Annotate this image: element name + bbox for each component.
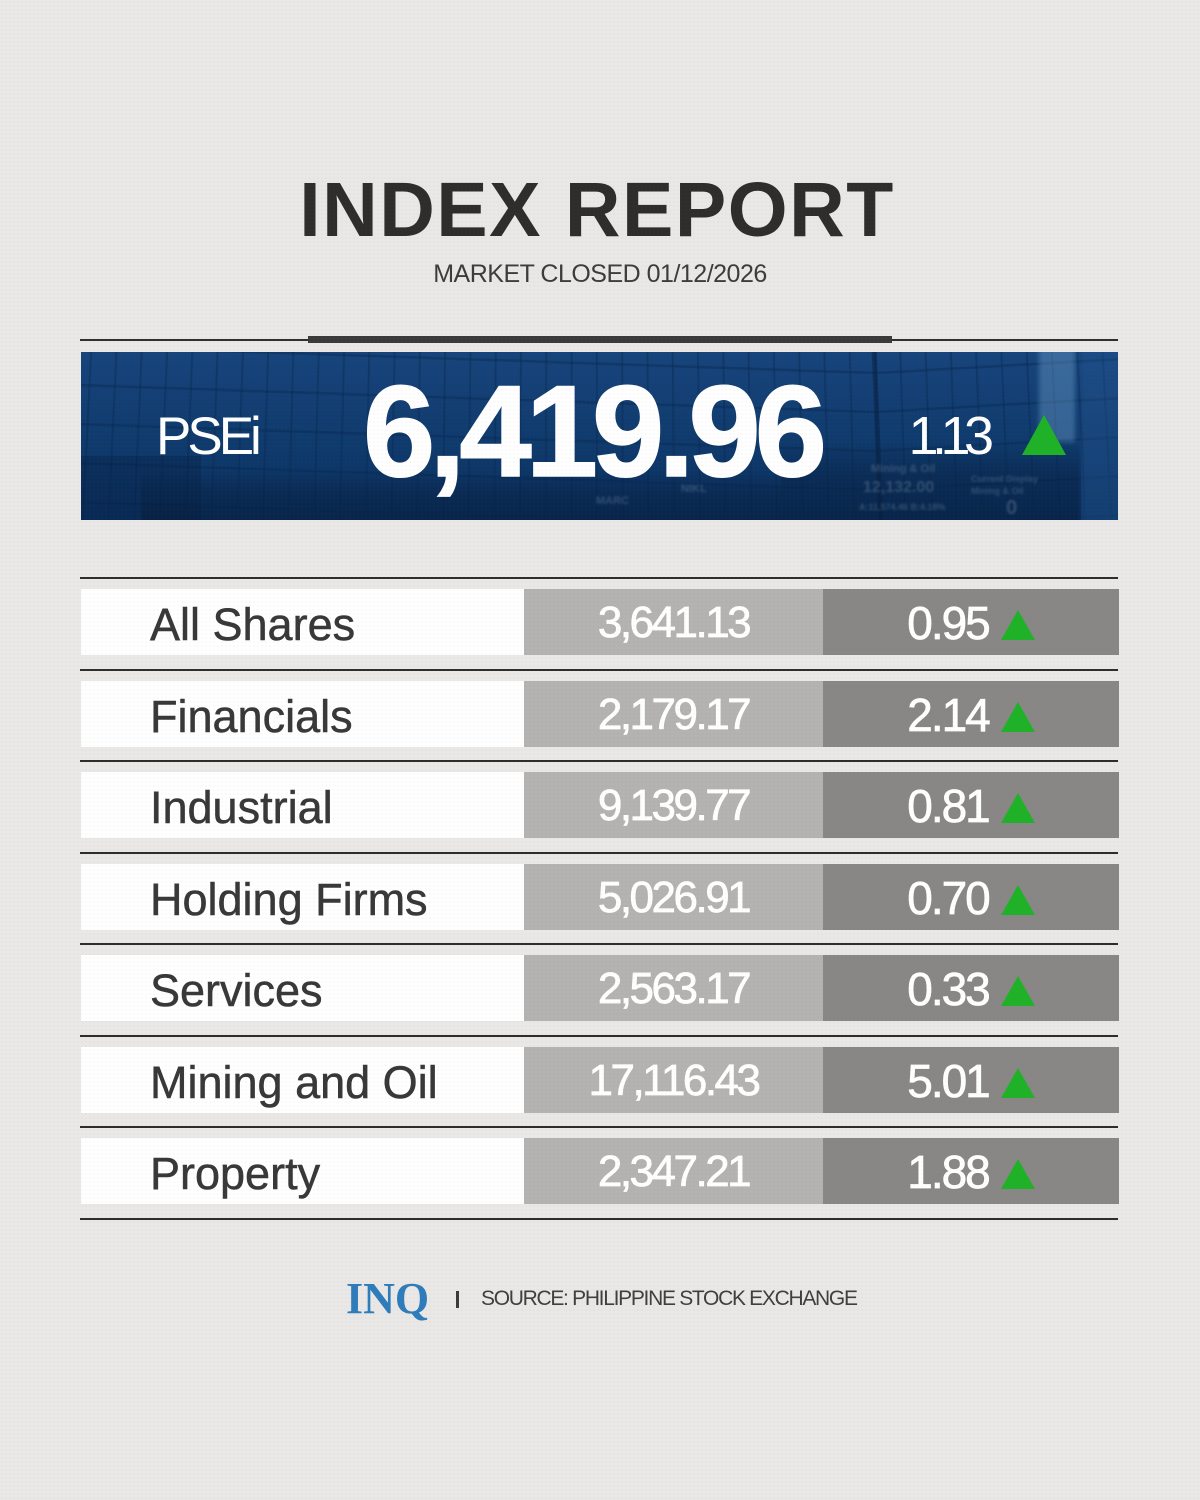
svg-text:Current Display: Current Display [971,474,1038,484]
svg-text:NIKL: NIKL [681,483,707,495]
svg-text:12,132.00: 12,132.00 [863,479,934,496]
svg-text:Mining & Oil: Mining & Oil [971,486,1024,496]
svg-text:Mining & Oil: Mining & Oil [871,463,935,475]
svg-text:0: 0 [1006,497,1017,519]
svg-text:MARC: MARC [596,495,629,507]
svg-text:A:11,574.46 B:4.18%: A:11,574.46 B:4.18% [859,502,946,512]
